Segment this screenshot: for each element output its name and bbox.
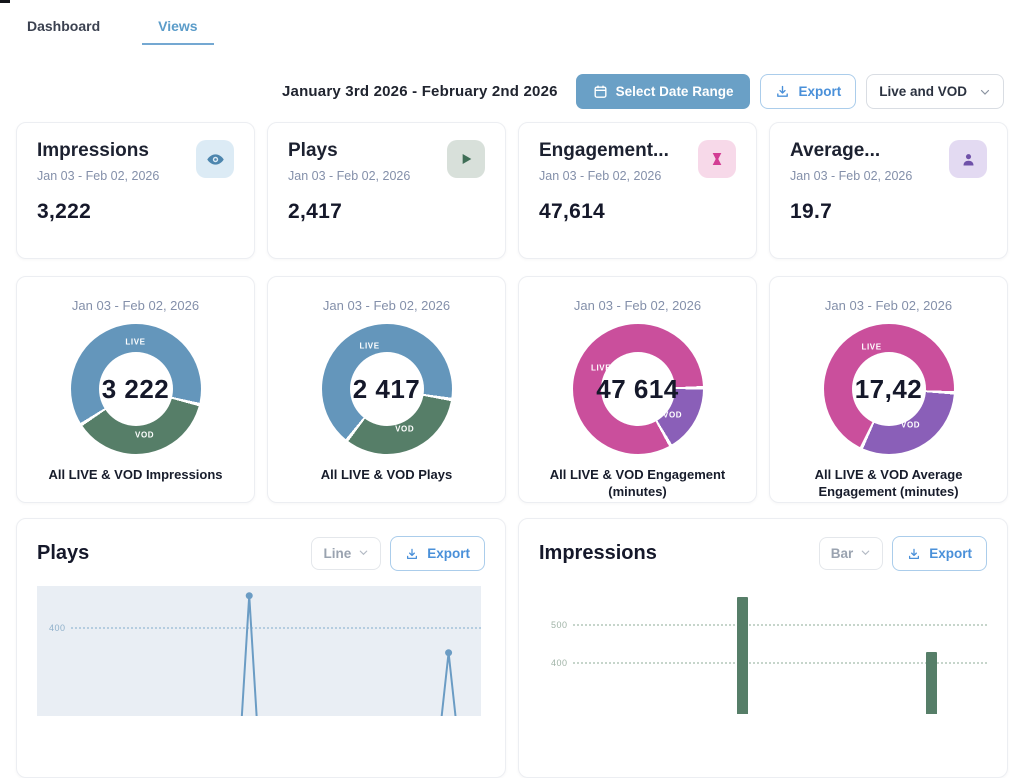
average-engagement-donut-chart[interactable]: LIVE VOD 17,42 <box>823 324 954 454</box>
stat-date-range: Jan 03 - Feb 02, 2026 <box>288 169 411 183</box>
vod-slice-label: VOD <box>395 424 415 434</box>
chevron-down-icon <box>358 546 369 561</box>
tab-views[interactable]: Views <box>142 18 214 45</box>
select-date-range-label: Select Date Range <box>615 84 734 99</box>
plays-donut-chart[interactable]: LIVE VOD 2 417 <box>321 324 452 454</box>
export-label: Export <box>427 546 470 561</box>
gridline <box>572 662 987 664</box>
export-button[interactable]: Export <box>760 74 857 109</box>
stat-value: 19.7 <box>790 200 833 223</box>
impressions-donut-chart[interactable]: LIVE VOD 3 222 <box>70 324 201 454</box>
chart-type-value: Bar <box>830 546 854 561</box>
gridline <box>572 624 987 626</box>
download-icon <box>907 547 921 561</box>
donut-date-range: Jan 03 - Feb 02, 2026 <box>322 298 451 313</box>
donut-center-value: 3 222 <box>101 373 170 404</box>
stat-card-plays: Plays Jan 03 - Feb 02, 2026 2,417 <box>267 122 506 259</box>
chevron-down-icon <box>979 86 991 98</box>
donut-hole <box>600 352 675 426</box>
play-icon <box>447 140 485 178</box>
bar <box>737 596 749 714</box>
donut-center-value: 17,42 <box>854 373 923 404</box>
vod-slice-label: VOD <box>901 420 921 430</box>
live-slice-label: LIVE <box>861 342 882 352</box>
plays-line-plot[interactable]: 400 <box>37 586 481 716</box>
stat-title: Engagement... <box>539 140 669 161</box>
stat-title: Impressions <box>37 140 149 161</box>
export-label: Export <box>798 84 842 99</box>
chart-type-value: Line <box>323 546 352 561</box>
screen-corner-artifact <box>0 0 10 3</box>
plays-chart-card: Plays Line Export 400 <box>16 518 506 778</box>
eye-icon <box>196 140 234 178</box>
stat-date-range: Jan 03 - Feb 02, 2026 <box>539 169 662 183</box>
donut-caption: All LIVE & VOD Engagement (minutes) <box>549 467 726 499</box>
chart-type-dropdown[interactable]: Line <box>311 537 382 570</box>
download-icon <box>775 84 790 99</box>
gridline <box>70 627 481 629</box>
chart-type-dropdown[interactable]: Bar <box>818 537 884 570</box>
stat-cards-row: Impressions Jan 03 - Feb 02, 2026 3,222 … <box>16 122 1008 259</box>
tab-bar: Dashboard Views <box>0 0 1024 45</box>
line-series <box>240 592 457 716</box>
live-slice-label: LIVE <box>125 337 146 347</box>
download-icon <box>405 547 419 561</box>
donut-card-plays: Jan 03 - Feb 02, 2026 LIVE VOD 2 417 All… <box>267 276 506 503</box>
chart-title: Plays <box>37 542 90 564</box>
media-filter-dropdown[interactable]: Live and VOD <box>866 74 1004 109</box>
live-slice-label: LIVE <box>591 363 612 373</box>
chart-export-button[interactable]: Export <box>390 536 485 571</box>
donut-card-engagement: Jan 03 - Feb 02, 2026 LIVE VOD 47 614 Al… <box>518 276 757 503</box>
donut-date-range: Jan 03 - Feb 02, 2026 <box>71 298 200 313</box>
stat-card-impressions: Impressions Jan 03 - Feb 02, 2026 3,222 <box>16 122 255 259</box>
impressions-chart-card: Impressions Bar Export 500 <box>518 518 1008 778</box>
stat-date-range: Jan 03 - Feb 02, 2026 <box>790 169 913 183</box>
donut-cards-row: Jan 03 - Feb 02, 2026 LIVE VOD 3 222 All… <box>16 276 1008 503</box>
export-label: Export <box>929 546 972 561</box>
chevron-down-icon <box>860 546 871 561</box>
donut-center-value: 47 614 <box>596 373 679 404</box>
date-range-text: January 3rd 2026 - February 2nd 2026 <box>281 83 558 100</box>
stat-value: 2,417 <box>288 200 343 223</box>
chart-export-button[interactable]: Export <box>892 536 987 571</box>
donut-card-impressions: Jan 03 - Feb 02, 2026 LIVE VOD 3 222 All… <box>16 276 255 503</box>
stat-card-engagement: Engagement... Jan 03 - Feb 02, 2026 47,6… <box>518 122 757 259</box>
hourglass-icon <box>698 140 736 178</box>
stat-card-average: Average... Jan 03 - Feb 02, 2026 19.7 <box>769 122 1008 259</box>
chart-title: Impressions <box>539 542 657 564</box>
media-filter-value: Live and VOD <box>879 84 967 99</box>
calendar-icon <box>593 84 608 99</box>
charts-row: Plays Line Export 400 <box>16 518 1008 778</box>
donut-caption: All LIVE & VOD Plays <box>320 467 453 482</box>
impressions-bar-plot[interactable]: 500 400 <box>539 584 987 714</box>
vod-slice-label: VOD <box>135 430 155 439</box>
stat-title: Average... <box>790 140 881 161</box>
stat-date-range: Jan 03 - Feb 02, 2026 <box>37 169 160 183</box>
donut-card-average-engagement: Jan 03 - Feb 02, 2026 LIVE VOD 17,42 All… <box>769 276 1008 503</box>
donut-date-range: Jan 03 - Feb 02, 2026 <box>824 298 953 313</box>
tab-dashboard[interactable]: Dashboard <box>27 18 101 34</box>
stat-value: 3,222 <box>37 200 92 223</box>
live-slice-label: LIVE <box>359 341 380 351</box>
donut-hole <box>851 352 926 426</box>
engagement-donut-chart[interactable]: LIVE VOD 47 614 <box>572 324 703 454</box>
donut-hole <box>349 352 424 426</box>
vod-slice-label: VOD <box>663 410 683 420</box>
select-date-range-button[interactable]: Select Date Range <box>575 74 751 109</box>
donut-hole <box>98 352 173 426</box>
stat-title: Plays <box>288 140 338 161</box>
bar <box>925 651 937 714</box>
toolbar: January 3rd 2026 - February 2nd 2026 Sel… <box>0 74 1004 109</box>
stat-value: 47,614 <box>539 200 606 223</box>
donut-caption: All LIVE & VOD Impressions <box>48 467 223 482</box>
person-icon <box>949 140 987 178</box>
donut-date-range: Jan 03 - Feb 02, 2026 <box>573 298 702 313</box>
donut-caption: All LIVE & VOD Average Engagement (minut… <box>814 467 963 499</box>
donut-center-value: 2 417 <box>352 373 421 404</box>
